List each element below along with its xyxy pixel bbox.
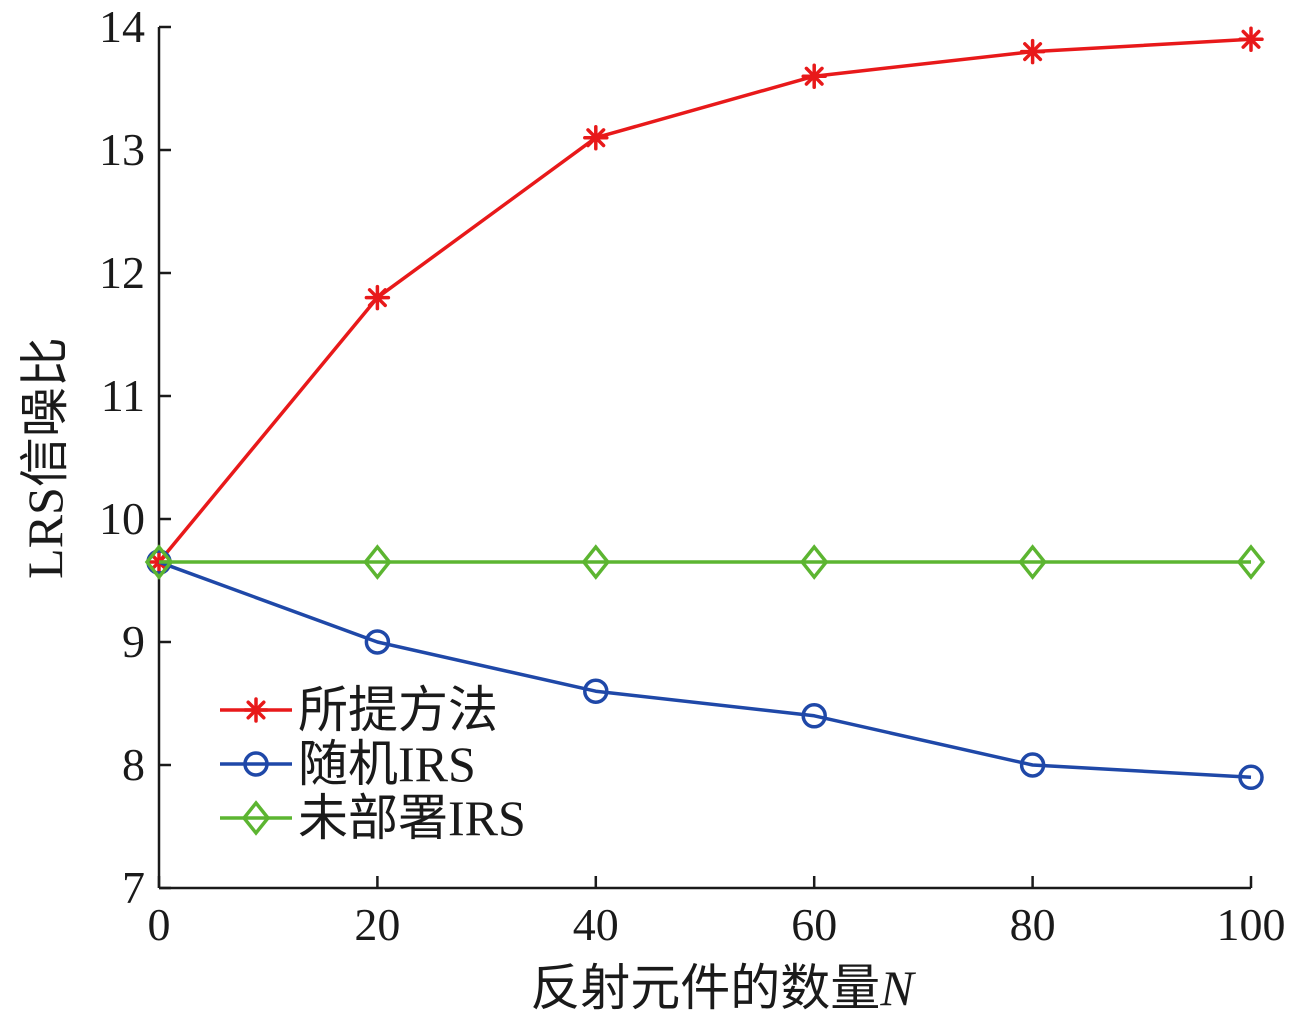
- data-point: [363, 544, 392, 580]
- legend-marker: [243, 697, 269, 723]
- y-tick-label: 8: [122, 739, 145, 790]
- data-point: [801, 63, 827, 89]
- x-tick-label: 40: [573, 899, 619, 950]
- ticks: 7 8 9 10 11 12 13 14 0 20 40 60 80 100: [99, 1, 1286, 950]
- y-tick-label: 7: [122, 862, 145, 913]
- legend-label: 随机IRS: [298, 736, 476, 792]
- y-tick-label: 13: [99, 124, 145, 175]
- series-0: [146, 26, 1264, 575]
- data-point: [799, 544, 829, 580]
- data-point: [364, 629, 391, 655]
- data-point: [583, 678, 609, 704]
- legend-marker: [243, 751, 269, 777]
- data-point: [1018, 544, 1047, 580]
- y-tick-label: 9: [122, 616, 145, 667]
- legend-entry: 随机IRS: [220, 736, 476, 792]
- x-axis-label: 反射元件的数量N: [530, 960, 916, 1016]
- legend-label: 未部署IRS: [298, 790, 526, 846]
- legend-entry: 未部署IRS: [220, 790, 526, 846]
- data-point: [1019, 38, 1046, 65]
- y-tick-label: 14: [99, 1, 145, 52]
- data-point: [581, 544, 611, 580]
- x-axis-label-main: 反射元件的数量: [530, 960, 880, 1016]
- series-line: [157, 37, 1252, 564]
- series-group: [144, 26, 1266, 791]
- data-point: [1238, 26, 1264, 53]
- y-tick-label: 10: [99, 493, 145, 544]
- x-tick-label: 20: [354, 899, 400, 950]
- data-point: [144, 544, 174, 580]
- y-tick-label: 12: [99, 247, 145, 298]
- data-point: [1019, 752, 1046, 778]
- y-axis-label: LRS信噪比: [17, 337, 73, 579]
- series-line: [158, 560, 1252, 780]
- data-point: [1238, 764, 1264, 791]
- x-tick-label: 60: [791, 899, 837, 950]
- x-axis-label-variable: N: [879, 960, 916, 1016]
- legend-entry: 所提方法: [220, 682, 498, 738]
- legend-marker: [241, 800, 271, 836]
- y-tick-label: 11: [101, 370, 145, 421]
- series-2: [144, 544, 1266, 580]
- legend-label: 所提方法: [298, 682, 498, 738]
- x-tick-label: 80: [1010, 899, 1056, 950]
- axes: [157, 27, 1251, 890]
- x-tick-label: 100: [1217, 899, 1286, 950]
- data-point: [364, 284, 391, 311]
- data-point: [583, 124, 609, 151]
- x-tick-label: 0: [148, 899, 171, 950]
- data-point: [1236, 544, 1266, 580]
- data-point: [801, 703, 827, 729]
